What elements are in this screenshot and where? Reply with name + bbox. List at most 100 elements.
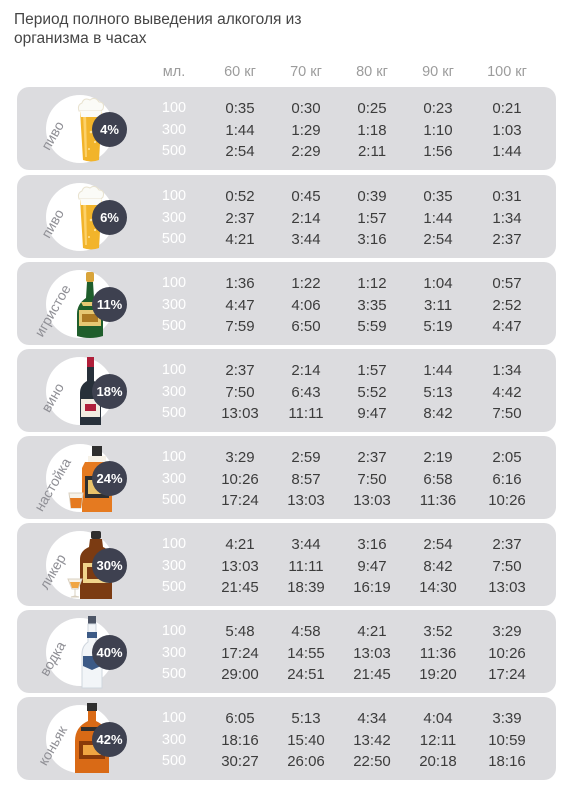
time-cell: 19:20 — [419, 666, 457, 683]
volume-cell: 300 — [161, 121, 187, 138]
volume-cell: 100 — [161, 362, 187, 378]
time-cell: 4:47 — [492, 318, 522, 335]
time-cell: 1:57 — [357, 209, 387, 227]
time-cell: 3:29 — [492, 623, 522, 640]
time-cell: 2:19 — [423, 449, 453, 466]
beer-glass-icon — [17, 175, 157, 258]
weight-header-60: 60 кг — [224, 64, 256, 80]
volume-cell: 500 — [161, 579, 187, 595]
time-cell: 7:59 — [225, 318, 255, 335]
weight-column: 0:25 1:18 2:11 — [340, 98, 404, 163]
volume-cell: 300 — [161, 557, 187, 574]
time-cell: 20:18 — [419, 753, 457, 770]
weight-column: 1:57 5:52 9:47 — [340, 360, 404, 425]
time-cell: 5:13 — [291, 710, 321, 727]
weight-column: 2:37 7:50 13:03 — [475, 534, 539, 599]
page-title: Период полного выведения алкоголя из орг… — [14, 11, 302, 47]
weight-column: 2:14 6:43 11:11 — [274, 360, 338, 425]
time-cell: 0:25 — [357, 100, 387, 117]
time-cell: 11:36 — [419, 644, 457, 662]
volume-column: 100 300 500 — [142, 621, 206, 686]
time-cell: 14:30 — [419, 579, 457, 596]
drink-row: водка 40% 100 300 500 5:48 17:24 29:00 4:58 14:55… — [17, 610, 556, 693]
alcohol-percent-badge: 6% — [92, 200, 127, 235]
weight-column: 2:54 8:42 14:30 — [406, 534, 470, 599]
volume-cell: 500 — [161, 318, 187, 334]
volume-cell: 100 — [161, 100, 187, 116]
weight-column: 0:45 2:14 3:44 — [274, 186, 338, 251]
time-cell: 0:35 — [225, 100, 255, 117]
time-cell: 8:42 — [423, 405, 453, 422]
weight-column: 3:16 9:47 16:19 — [340, 534, 404, 599]
drink-row: пиво 6% 100 300 500 0:52 2:37 4:21 0:45 2:14 3:44 0… — [17, 175, 556, 258]
weight-column: 1:34 4:42 7:50 — [475, 360, 539, 425]
time-cell: 1:18 — [357, 121, 387, 139]
time-cell: 13:03 — [488, 579, 526, 596]
weight-header-70: 70 кг — [290, 64, 322, 80]
time-cell: 10:59 — [488, 731, 526, 749]
time-cell: 21:45 — [221, 579, 259, 596]
time-cell: 1:29 — [291, 121, 321, 139]
time-cell: 1:44 — [423, 362, 453, 379]
time-cell: 8:42 — [423, 557, 453, 575]
time-cell: 4:06 — [291, 296, 321, 314]
weight-column: 1:36 4:47 7:59 — [208, 273, 272, 338]
volume-cell: 100 — [161, 275, 187, 291]
time-cell: 13:03 — [221, 557, 259, 575]
weight-column: 2:37 7:50 13:03 — [340, 447, 404, 512]
table-header: мл. 60 кг 70 кг 80 кг 90 кг 100 кг — [0, 64, 567, 84]
time-cell: 3:35 — [357, 296, 387, 314]
weight-column: 5:13 15:40 26:06 — [274, 708, 338, 773]
weight-column: 1:22 4:06 6:50 — [274, 273, 338, 338]
time-cell: 24:51 — [287, 666, 325, 683]
time-cell: 7:50 — [492, 557, 522, 575]
time-cell: 0:31 — [492, 188, 522, 205]
time-cell: 5:59 — [357, 318, 387, 335]
volume-cell: 100 — [161, 623, 187, 639]
weight-header-100: 100 кг — [487, 64, 527, 80]
volume-column: 100 300 500 — [142, 186, 206, 251]
time-cell: 9:47 — [357, 405, 387, 422]
time-cell: 22:50 — [353, 753, 391, 770]
drink-row: пиво 4% 100 300 500 0:35 1:44 2:54 0:30 1:29 2:29 0… — [17, 87, 556, 170]
time-cell: 4:21 — [357, 623, 387, 640]
weight-column: 6:05 18:16 30:27 — [208, 708, 272, 773]
time-cell: 4:47 — [225, 296, 255, 314]
time-cell: 14:55 — [287, 644, 325, 662]
weight-column: 0:57 2:52 4:47 — [475, 273, 539, 338]
volume-cell: 500 — [161, 666, 187, 682]
weight-column: 3:39 10:59 18:16 — [475, 708, 539, 773]
time-cell: 8:57 — [291, 470, 321, 488]
time-cell: 2:14 — [291, 362, 321, 379]
time-cell: 0:52 — [225, 188, 255, 205]
time-cell: 10:26 — [488, 492, 526, 509]
volume-cell: 500 — [161, 231, 187, 247]
alcohol-percent-badge: 11% — [92, 287, 127, 322]
weight-column: 5:48 17:24 29:00 — [208, 621, 272, 686]
time-cell: 10:26 — [221, 470, 259, 488]
time-cell: 6:58 — [423, 470, 453, 488]
time-cell: 1:44 — [492, 143, 522, 160]
weight-column: 2:59 8:57 13:03 — [274, 447, 338, 512]
time-cell: 1:22 — [291, 275, 321, 292]
drink-row: игристое 11% 100 300 500 1:36 4:47 7:59 1:22 4:06… — [17, 262, 556, 345]
time-cell: 2:59 — [291, 449, 321, 466]
volume-column: 100 300 500 — [142, 360, 206, 425]
time-cell: 2:54 — [423, 231, 453, 248]
alcohol-percent-badge: 30% — [92, 548, 127, 583]
drink-row: ликер 30% 100 300 500 4:21 13:03 21:45 3:44 11:11… — [17, 523, 556, 606]
volume-cell: 500 — [161, 753, 187, 769]
volume-header: мл. — [162, 64, 186, 80]
volume-cell: 300 — [161, 383, 187, 400]
alcohol-percent-badge: 40% — [92, 635, 127, 670]
weight-column: 3:44 11:11 18:39 — [274, 534, 338, 599]
volume-cell: 100 — [161, 536, 187, 552]
time-cell: 11:36 — [419, 492, 457, 509]
weight-column: 0:39 1:57 3:16 — [340, 186, 404, 251]
time-cell: 6:05 — [225, 710, 255, 727]
time-cell: 3:16 — [357, 231, 387, 248]
time-cell: 3:39 — [492, 710, 522, 727]
weight-column: 0:52 2:37 4:21 — [208, 186, 272, 251]
time-cell: 2:29 — [291, 143, 321, 160]
time-cell: 2:37 — [492, 231, 522, 248]
